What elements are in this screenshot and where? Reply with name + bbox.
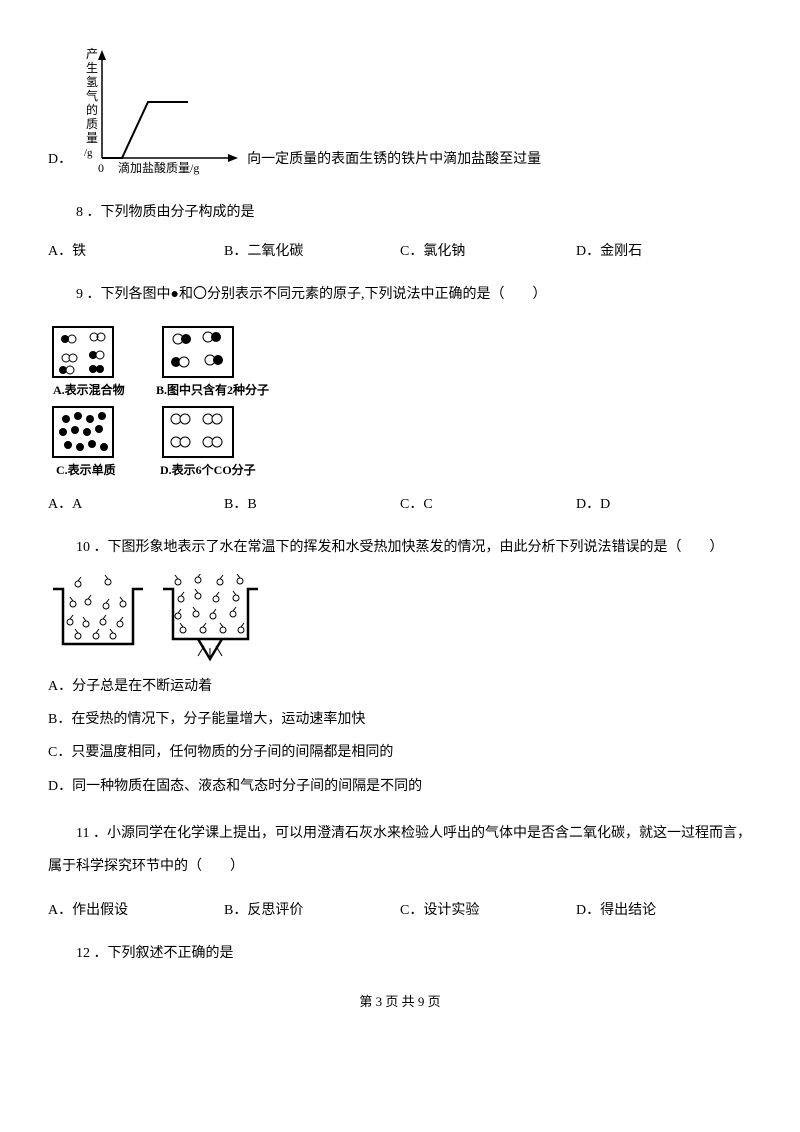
page-footer: 第 3 页 共 9 页 — [48, 990, 752, 1013]
q10-diagram — [48, 574, 752, 664]
q9-caption-b: B.图中只含有2种分子 — [156, 382, 269, 397]
q11-option-d: D．得出结论 — [576, 898, 752, 923]
q10-option-c: C．只要温度相同，任何物质的分子间的间隔都是相同的 — [48, 740, 752, 765]
svg-text:质: 质 — [86, 117, 98, 131]
q8-stem: 8 ．下列物质由分子构成的是 — [48, 200, 752, 225]
q9-option-d: D．D — [576, 492, 752, 517]
q7-option-d: D． 产 生 氢 气 的 质 量 /g 0 滴加盐酸质量/g 向一定质量的表面生… — [48, 40, 752, 180]
q11-option-a: A．作出假设 — [48, 898, 224, 923]
svg-text:产: 产 — [86, 47, 98, 61]
q11-option-c: C．设计实验 — [400, 898, 576, 923]
q8-option-c: C．氯化钠 — [400, 239, 576, 264]
q10-option-d: D．同一种物质在固态、液态和气态时分子间的间隔是不同的 — [48, 774, 752, 799]
q9-option-b: B．B — [224, 492, 400, 517]
q9-caption-a: A.表示混合物 — [53, 382, 125, 397]
q7d-description: 向一定质量的表面生锈的铁片中滴加盐酸至过量 — [247, 147, 541, 172]
svg-text:氢: 氢 — [86, 74, 98, 89]
q10-option-a: A．分子总是在不断运动着 — [48, 674, 752, 699]
option-label-d: D． — [48, 147, 72, 172]
q12-stem: 12 ．下列叙述不正确的是 — [48, 941, 752, 966]
q9-stem: 9 ．下列各图中●和〇分别表示不同元素的原子,下列说法中正确的是（ ） — [48, 282, 752, 307]
q9-caption-c: C.表示单质 — [56, 462, 116, 477]
q7d-chart: 产 生 氢 气 的 质 量 /g 0 滴加盐酸质量/g — [78, 40, 243, 180]
q11-option-b: B．反思评价 — [224, 898, 400, 923]
q8-option-a: A．铁 — [48, 239, 224, 264]
q9-options: A．A B．B C．C D．D — [48, 492, 752, 517]
q10-option-b: B．在受热的情况下，分子能量增大，运动速率加快 — [48, 707, 752, 732]
q8-option-b: B．二氧化碳 — [224, 239, 400, 264]
svg-text:气: 气 — [86, 88, 98, 103]
svg-text:滴加盐酸质量/g: 滴加盐酸质量/g — [118, 160, 199, 175]
q9-option-c: C．C — [400, 492, 576, 517]
svg-text:0: 0 — [98, 161, 104, 175]
q11-options: A．作出假设 B．反思评价 C．设计实验 D．得出结论 — [48, 898, 752, 923]
svg-text:量: 量 — [86, 131, 98, 145]
q9-diagram: A.表示混合物 B.图中只含有2种分子 C.表示单质 D.表示6个CO分子 — [48, 322, 752, 482]
q8-option-d: D．金刚石 — [576, 239, 752, 264]
q9-option-a: A．A — [48, 492, 224, 517]
q9-caption-d: D.表示6个CO分子 — [160, 462, 256, 477]
svg-text:的: 的 — [86, 102, 98, 117]
svg-text:生: 生 — [86, 61, 98, 75]
svg-text:/g: /g — [84, 147, 93, 159]
q10-stem: 10 ．下图形象地表示了水在常温下的挥发和水受热加快蒸发的情况，由此分析下列说法… — [48, 535, 752, 560]
q8-options: A．铁 B．二氧化碳 C．氯化钠 D．金刚石 — [48, 239, 752, 264]
q11-stem: 11 ．小源同学在化学课上提出，可以用澄清石灰水来检验人呼出的气体中是否含二氧化… — [48, 817, 752, 884]
